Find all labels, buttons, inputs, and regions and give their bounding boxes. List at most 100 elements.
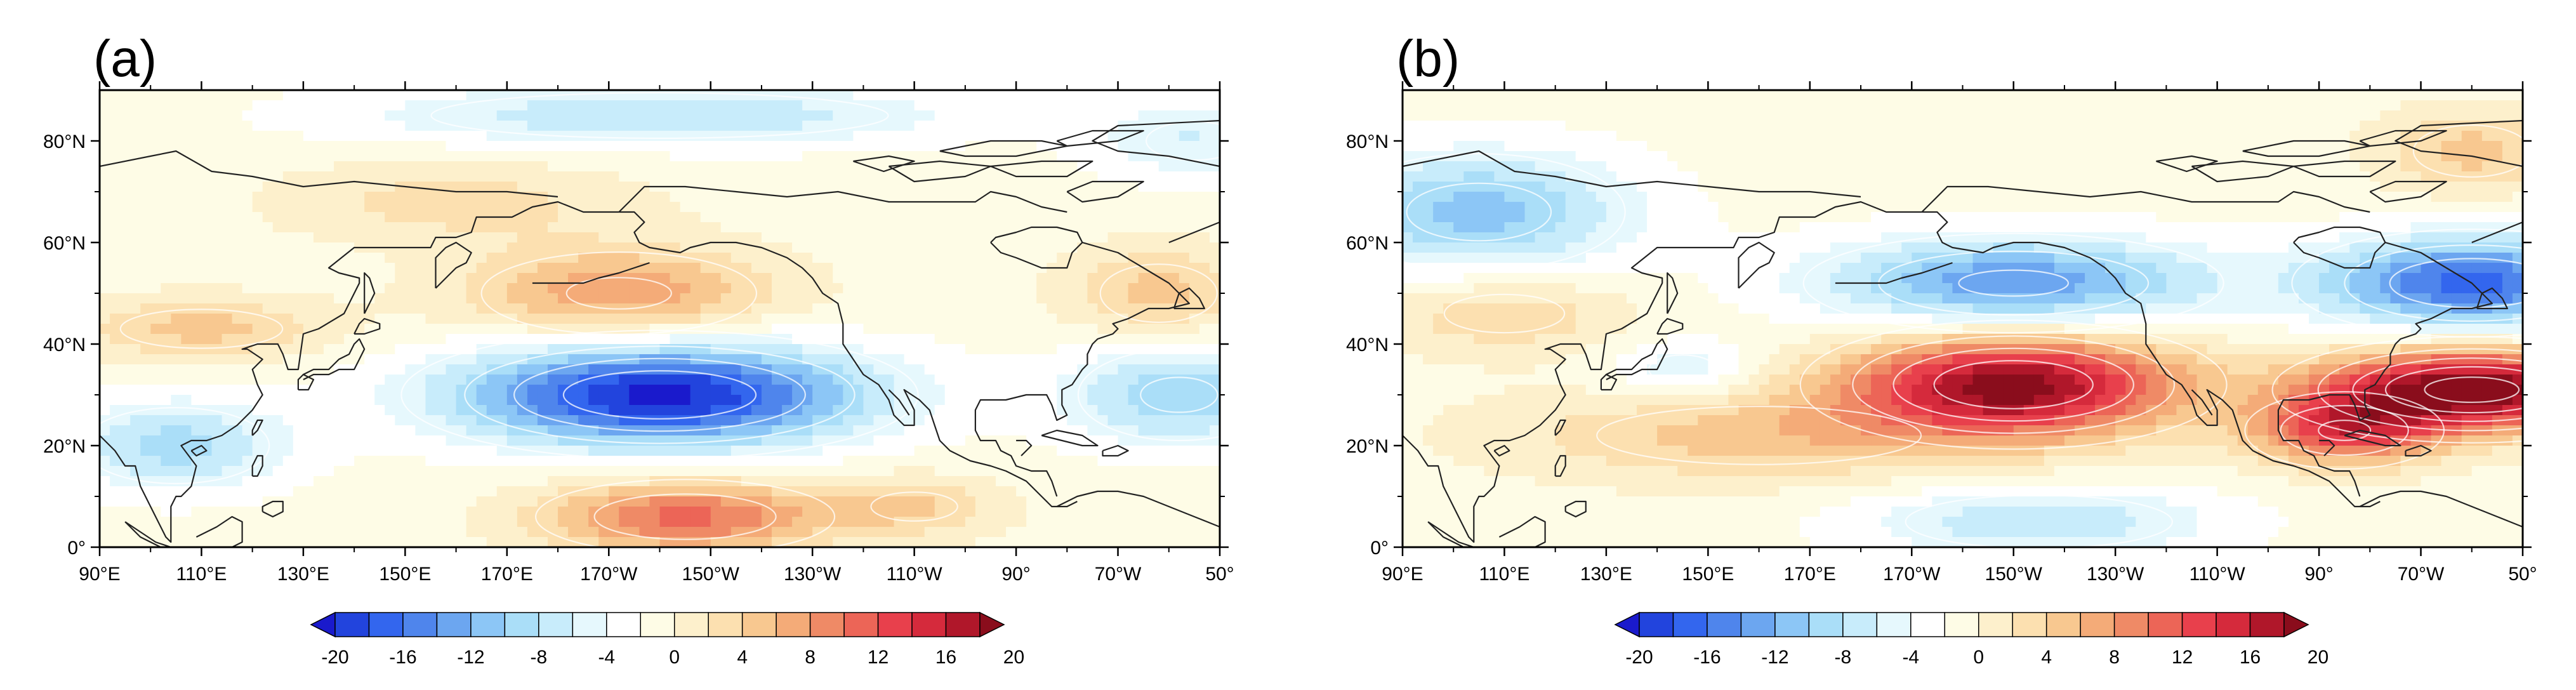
field-cell	[772, 222, 783, 233]
field-cell	[548, 171, 558, 182]
field-cell	[496, 354, 508, 365]
coastline	[251, 419, 263, 436]
field-cell	[1077, 171, 1088, 182]
field-cell	[639, 90, 651, 101]
field-cell	[792, 385, 803, 395]
field-cell	[415, 121, 426, 131]
field-cell	[150, 456, 162, 467]
field-cell	[883, 527, 895, 538]
field-cell	[344, 405, 355, 416]
field-cell	[324, 324, 334, 335]
field-cell	[730, 486, 742, 497]
field-cell	[1016, 232, 1027, 243]
field-cell	[690, 192, 701, 202]
field-cell	[853, 334, 864, 345]
field-cell	[476, 446, 487, 456]
field-cell	[894, 537, 905, 547]
field-cell	[425, 283, 437, 294]
field-cell	[904, 476, 915, 487]
field-cell	[303, 253, 314, 263]
field-cell	[619, 527, 630, 538]
field-cell	[242, 364, 253, 375]
field-cell	[649, 527, 661, 538]
field-cell	[130, 202, 141, 213]
field-cell	[221, 385, 233, 395]
field-cell	[303, 242, 314, 253]
field-cell	[405, 466, 416, 477]
field-cell	[1138, 273, 1149, 284]
field-cell	[476, 121, 487, 131]
field-cell	[466, 171, 477, 182]
field-cell	[649, 456, 661, 467]
field-cell	[863, 456, 875, 467]
field-cell	[812, 507, 824, 517]
field-cell	[201, 507, 213, 517]
field-cell	[232, 375, 243, 385]
field-cell	[924, 344, 935, 355]
field-cell	[975, 100, 986, 111]
field-cell	[690, 263, 701, 274]
field-cell	[659, 303, 671, 314]
field-cell	[110, 405, 121, 416]
field-cell	[1138, 446, 1149, 456]
field-cell	[191, 446, 202, 456]
field-cell	[944, 375, 956, 385]
field-cell	[242, 222, 253, 233]
field-cell	[873, 283, 885, 294]
field-cell	[965, 222, 976, 233]
field-cell	[385, 425, 396, 436]
field-cell	[161, 496, 172, 507]
field-cell	[792, 507, 803, 517]
field-cell	[272, 395, 284, 406]
field-cell	[578, 435, 589, 446]
field-cell	[598, 517, 610, 527]
field-cell	[1087, 212, 1099, 223]
field-cell	[996, 456, 1007, 467]
field-cell	[548, 232, 558, 243]
field-cell	[395, 415, 406, 426]
field-cell	[730, 354, 742, 365]
field-cell	[527, 273, 538, 284]
field-cell	[1168, 131, 1180, 142]
field-cell	[761, 283, 772, 294]
field-cell	[609, 435, 620, 446]
field-cell	[996, 385, 1007, 395]
field-cell	[924, 151, 935, 162]
field-cell	[720, 415, 732, 426]
field-cell	[802, 507, 813, 517]
field-cell	[344, 415, 355, 426]
field-cell	[252, 131, 263, 142]
field-cell	[130, 415, 141, 426]
field-cell	[629, 232, 640, 243]
field-cell	[843, 171, 854, 182]
field-cell	[792, 344, 803, 355]
coastline	[261, 500, 284, 518]
field-cell	[670, 476, 681, 487]
field-cell	[435, 283, 447, 294]
field-cell	[975, 283, 986, 294]
field-cell	[802, 192, 813, 202]
field-cell	[659, 314, 671, 324]
field-cell	[690, 202, 701, 213]
field-cell	[1087, 415, 1099, 426]
field-cell	[588, 110, 600, 121]
field-cell	[1118, 486, 1129, 497]
field-cell	[201, 466, 213, 477]
field-cell	[588, 507, 600, 517]
field-cell	[1067, 202, 1078, 213]
field-cell	[985, 446, 996, 456]
field-cell	[598, 283, 610, 294]
field-cell	[486, 334, 498, 345]
field-cell	[914, 90, 925, 101]
field-cell	[914, 314, 925, 324]
field-cell	[985, 131, 996, 142]
field-cell	[446, 110, 457, 121]
field-cell	[843, 334, 854, 345]
coastline	[353, 317, 381, 335]
field-cell	[1189, 242, 1200, 253]
field-cell	[924, 385, 935, 395]
field-cell	[150, 354, 162, 365]
field-cell	[221, 415, 233, 426]
field-cell	[1158, 334, 1170, 345]
field-cell	[710, 121, 722, 131]
